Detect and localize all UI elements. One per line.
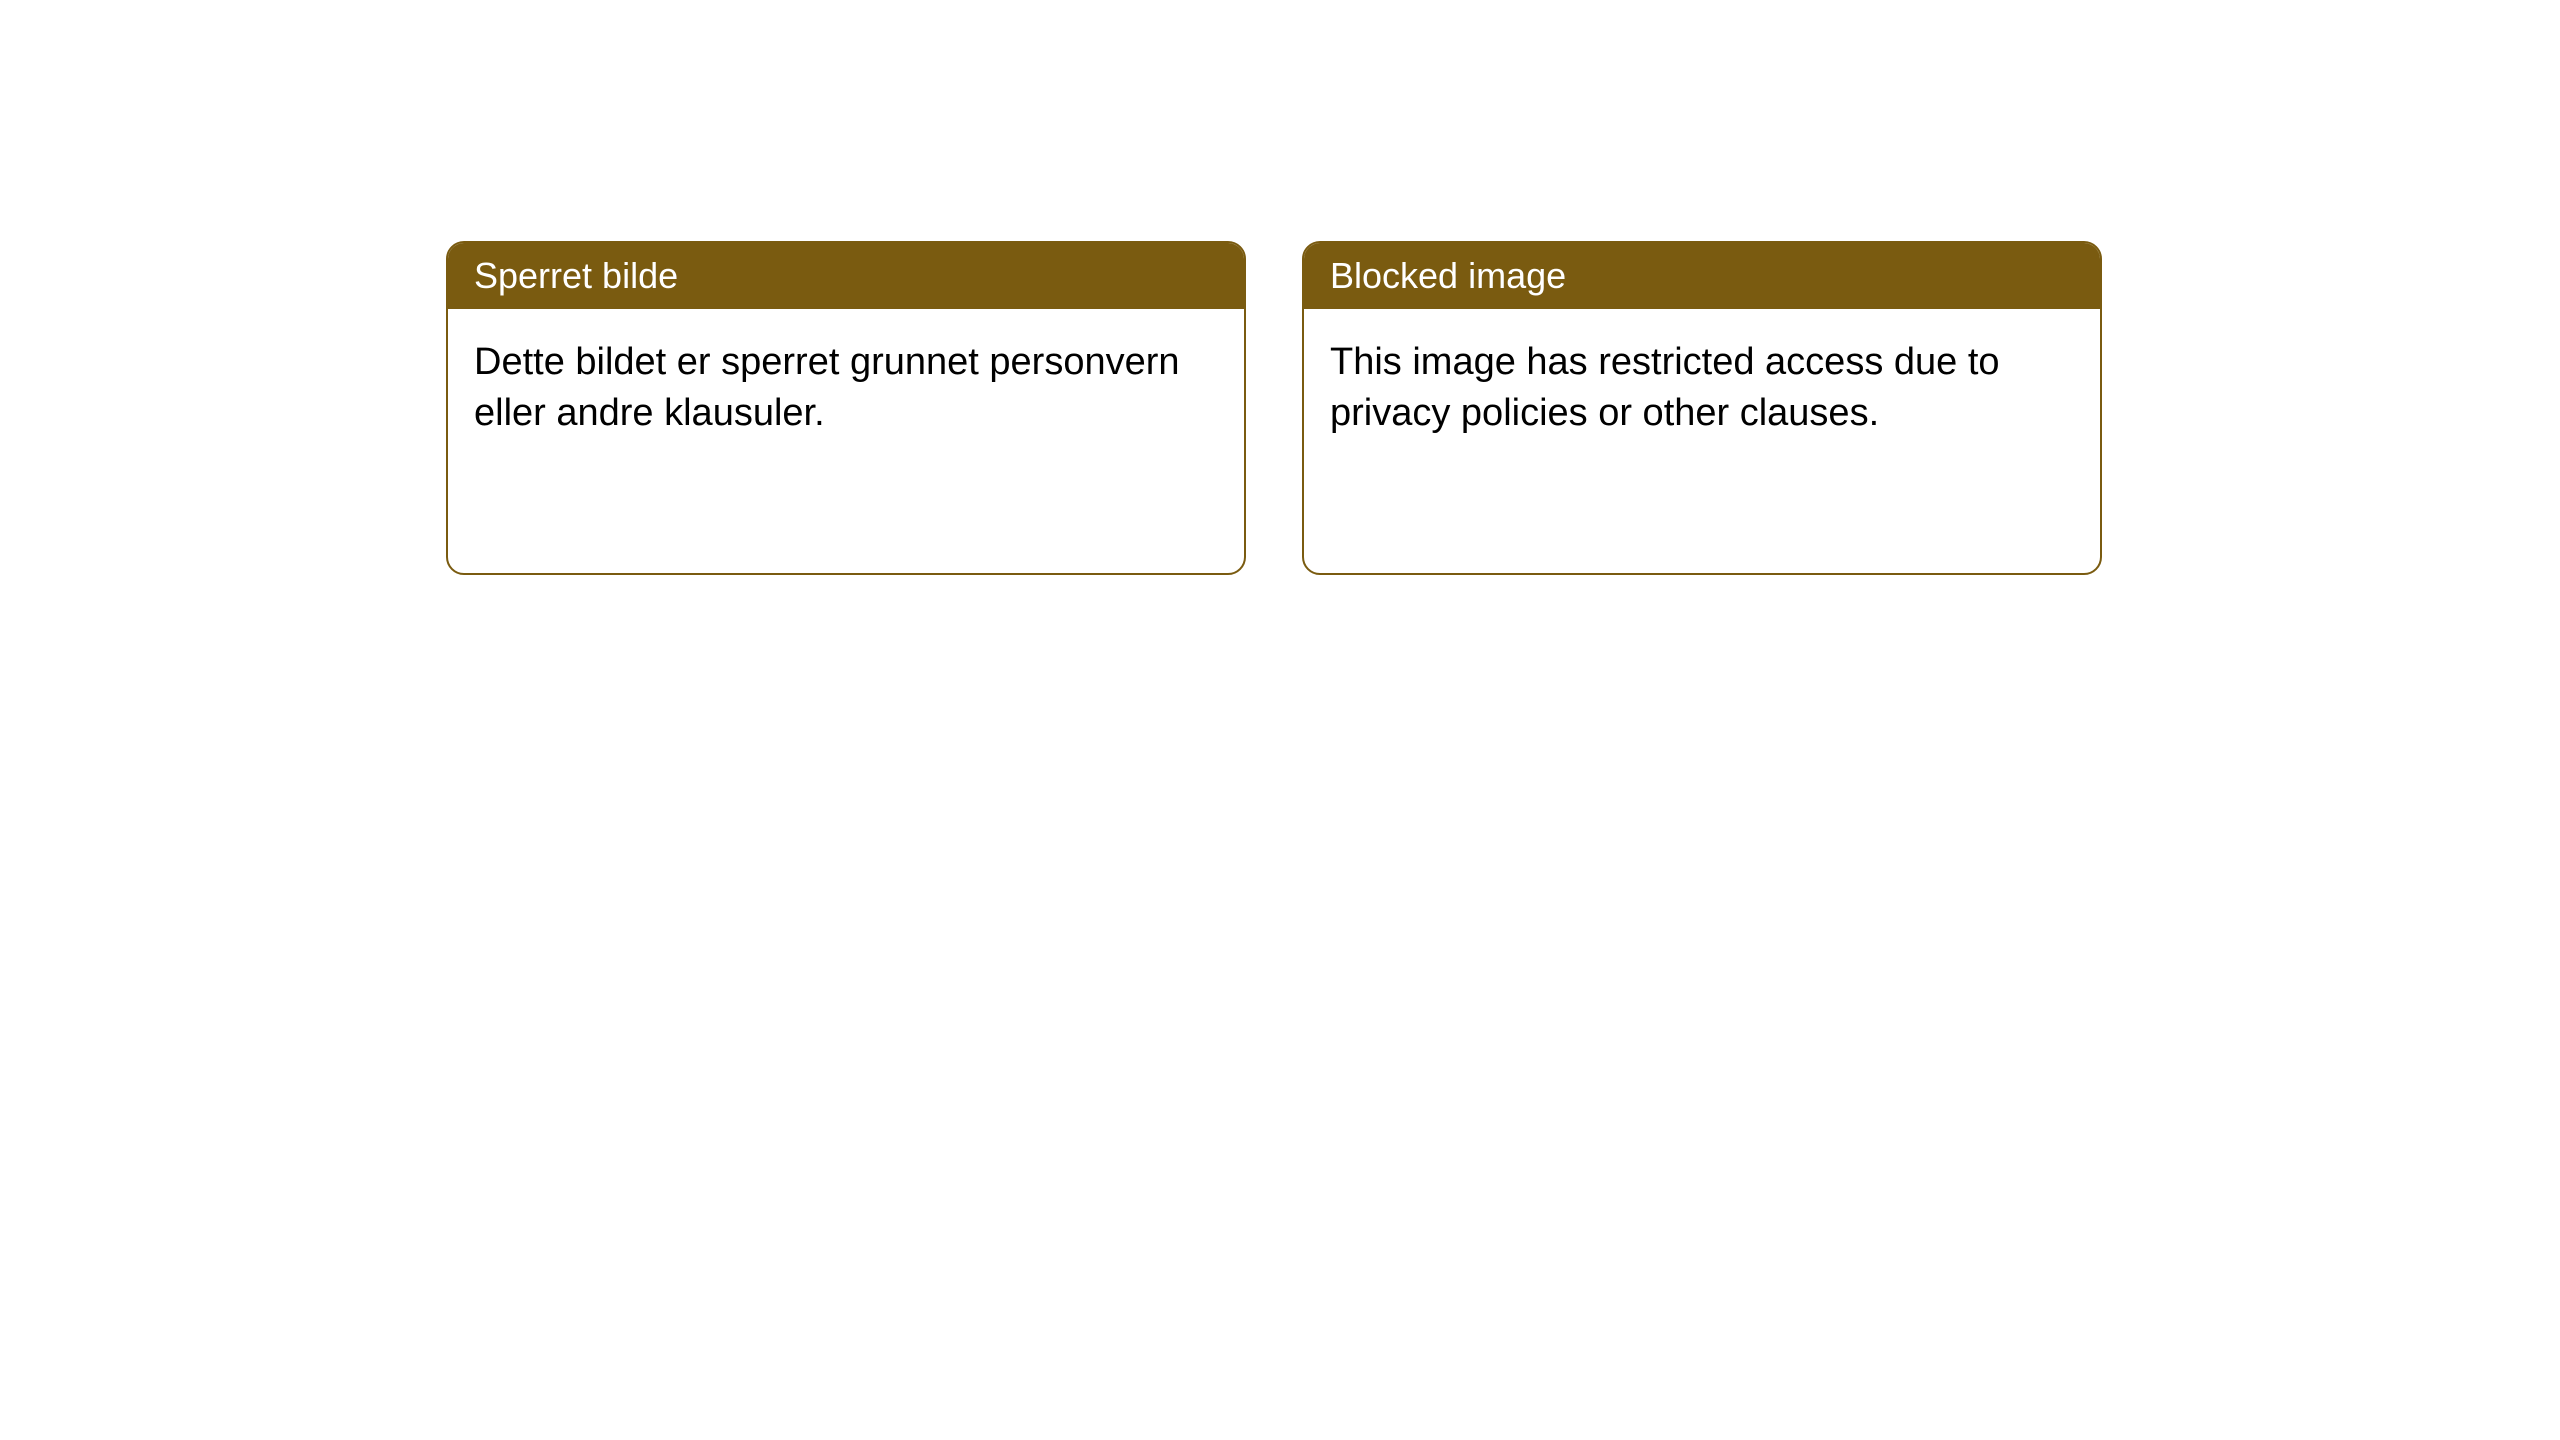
notice-body-text: Dette bildet er sperret grunnet personve… (474, 341, 1180, 434)
notice-title: Sperret bilde (474, 255, 678, 296)
notice-body-text: This image has restricted access due to … (1330, 341, 2000, 434)
notice-card-english: Blocked image This image has restricted … (1302, 241, 2102, 575)
notice-body: Dette bildet er sperret grunnet personve… (448, 309, 1244, 468)
notice-title: Blocked image (1330, 255, 1566, 296)
notice-body: This image has restricted access due to … (1304, 309, 2100, 468)
notice-header: Blocked image (1304, 243, 2100, 309)
notice-header: Sperret bilde (448, 243, 1244, 309)
notice-container: Sperret bilde Dette bildet er sperret gr… (0, 0, 2560, 575)
notice-card-norwegian: Sperret bilde Dette bildet er sperret gr… (446, 241, 1246, 575)
